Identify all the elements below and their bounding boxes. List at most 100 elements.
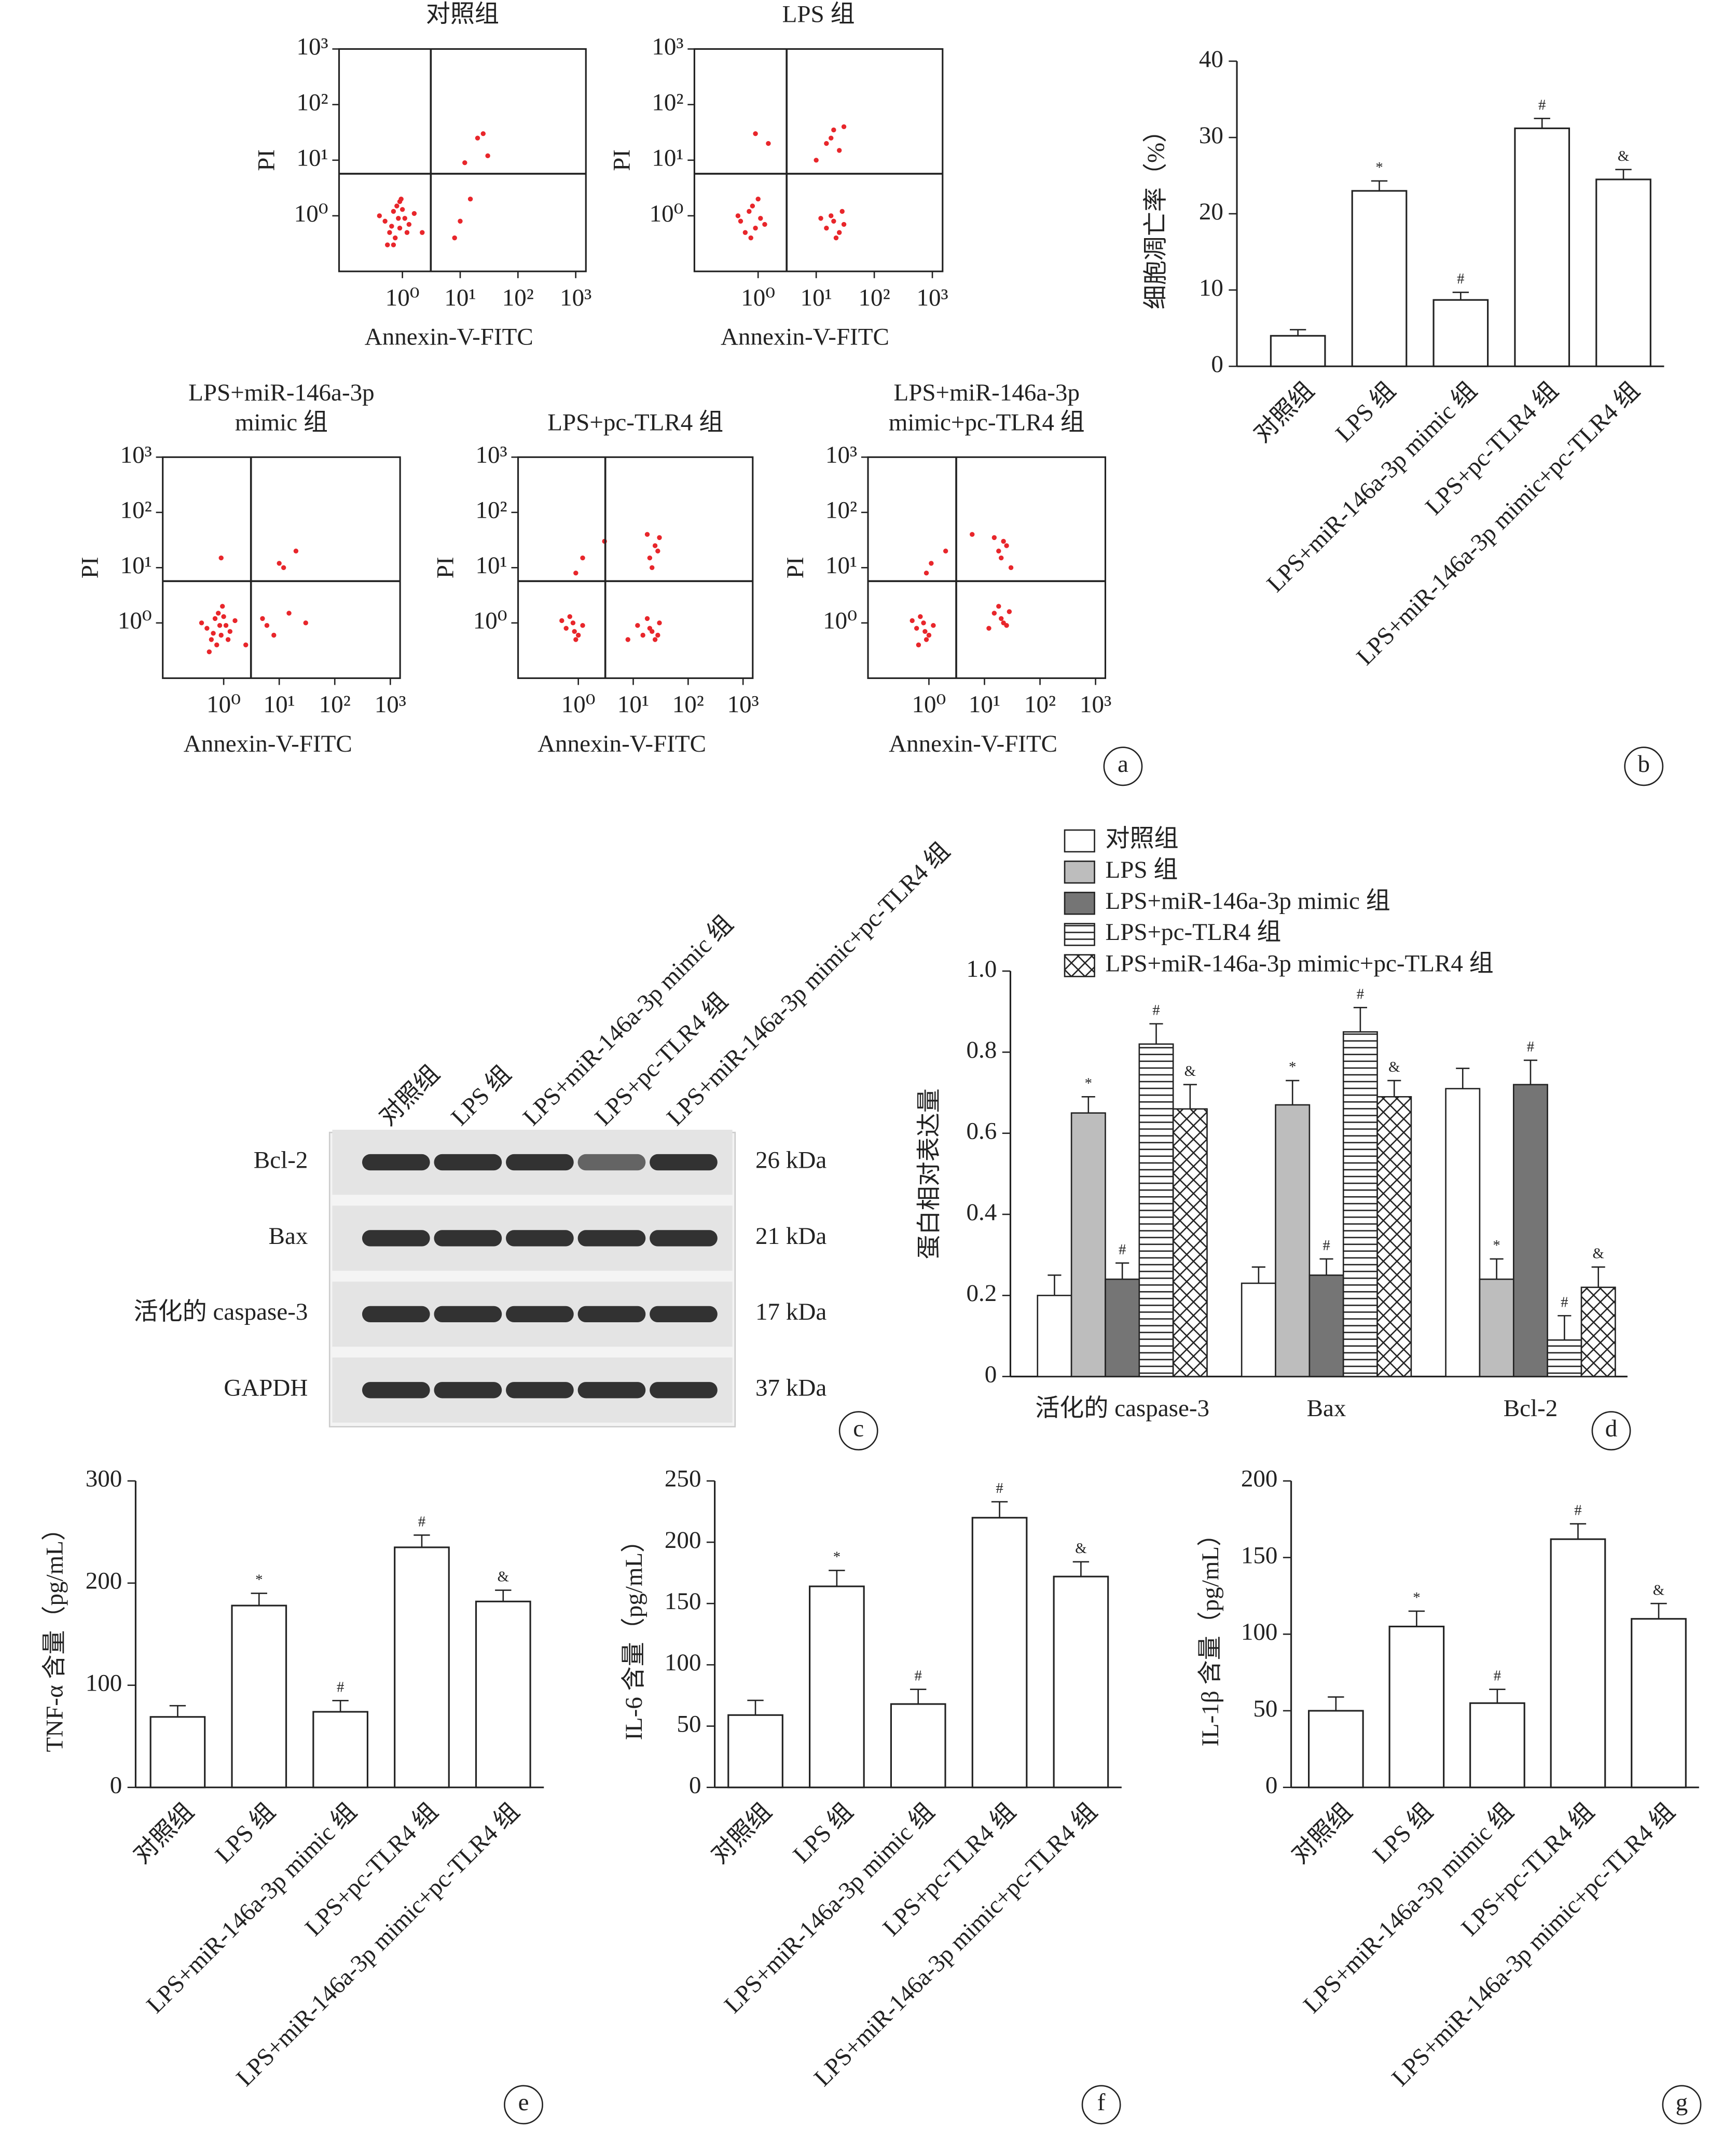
panel-letter: e xyxy=(518,2089,529,2116)
event-dot xyxy=(293,548,299,553)
event-dot xyxy=(411,211,417,216)
panel-letter: g xyxy=(1676,2089,1688,2116)
y-tick-label: 10⁰ xyxy=(294,200,328,227)
plot-frame xyxy=(867,456,1107,679)
band xyxy=(506,1306,574,1323)
event-dot xyxy=(635,623,640,628)
band xyxy=(650,1230,718,1247)
y-tick-label: 0.6 xyxy=(967,1117,997,1144)
event-dot xyxy=(943,548,948,553)
band xyxy=(434,1306,502,1323)
event-dot xyxy=(650,565,655,571)
row-label: Bcl-2 xyxy=(254,1146,308,1173)
event-dot xyxy=(221,614,226,619)
bar xyxy=(1432,299,1489,367)
y-tick-label: 10⁰ xyxy=(118,607,152,634)
x-tick-label: LPS 组 xyxy=(1330,377,1401,448)
event-dot xyxy=(570,620,576,626)
y-tick-label: 100 xyxy=(665,1649,701,1676)
event-dot xyxy=(929,561,934,566)
legend-label: 对照组 xyxy=(1105,825,1178,852)
plot-frame xyxy=(338,48,587,272)
event-dot xyxy=(829,213,834,218)
event-dot xyxy=(420,230,425,235)
y-tick-label: 10¹ xyxy=(120,552,152,579)
significance-mark: * xyxy=(1085,1075,1092,1091)
x-tick-label: 10² xyxy=(859,284,890,311)
event-dot xyxy=(232,618,238,624)
y-tick-label: 10¹ xyxy=(825,552,857,579)
y-tick-label: 10 xyxy=(1199,274,1223,301)
event-dot xyxy=(657,620,662,626)
event-dot xyxy=(916,642,921,647)
event-dot xyxy=(991,535,997,541)
event-dot xyxy=(563,626,569,631)
event-dot xyxy=(742,230,748,235)
band xyxy=(434,1230,502,1247)
x-tick-label: 10² xyxy=(672,691,704,718)
event-dot xyxy=(910,618,915,624)
band xyxy=(650,1382,718,1399)
legend-swatch xyxy=(1064,954,1095,977)
panel-badge xyxy=(1081,2085,1121,2125)
event-dot xyxy=(406,221,412,227)
event-dot xyxy=(986,626,991,631)
event-dot xyxy=(831,127,836,133)
y-tick-label: 40 xyxy=(1199,46,1223,73)
significance-mark: # xyxy=(996,1480,1003,1497)
significance-mark: # xyxy=(1538,96,1546,113)
event-dot xyxy=(753,131,758,136)
event-dot xyxy=(391,209,396,214)
x-tick-label: 活化的 caspase-3 xyxy=(1035,1395,1209,1422)
y-tick-label: 10³ xyxy=(825,441,857,468)
x-tick-label: LPS 组 xyxy=(210,1798,281,1868)
legend-label: LPS+miR-146a-3p mimic 组 xyxy=(1105,888,1390,915)
y-axis-label: TNF-α 含量（pg/mL） xyxy=(42,1516,68,1752)
bar xyxy=(1308,1274,1344,1377)
event-dot xyxy=(559,618,564,624)
event-dot xyxy=(206,649,212,655)
x-tick-label: 对照组 xyxy=(128,1798,199,1869)
bar xyxy=(809,1585,865,1789)
significance-mark: # xyxy=(1119,1241,1126,1258)
plot-title: LPS+miR-146a-3p xyxy=(188,379,374,406)
event-dot xyxy=(567,614,572,619)
event-dot xyxy=(970,532,975,537)
event-dot xyxy=(1001,620,1006,626)
y-tick-label: 0 xyxy=(985,1361,997,1388)
event-dot xyxy=(921,620,926,626)
event-dot xyxy=(220,604,225,609)
x-tick-label: 10⁰ xyxy=(912,691,946,718)
event-dot xyxy=(271,632,277,638)
significance-mark: & xyxy=(1184,1063,1196,1079)
event-dot xyxy=(839,209,845,214)
y-tick-label: 10² xyxy=(476,497,507,524)
bar xyxy=(1631,1618,1687,1789)
bar xyxy=(727,1714,783,1789)
event-dot xyxy=(996,548,1001,553)
y-axis-label: IL-1β 含量（pg/mL） xyxy=(1197,1522,1224,1747)
bar xyxy=(1138,1043,1174,1377)
significance-mark: # xyxy=(1152,1002,1160,1019)
y-axis-label: IL-6 含量（pg/mL） xyxy=(621,1528,647,1740)
event-dot xyxy=(818,216,823,221)
x-tick-label: 10⁰ xyxy=(741,284,775,311)
x-tick-label: Bax xyxy=(1307,1395,1346,1422)
event-dot xyxy=(766,141,771,146)
event-dot xyxy=(458,218,463,224)
x-tick-label: 10¹ xyxy=(264,691,295,718)
y-axis-label: 蛋白相对表达量 xyxy=(916,1088,943,1259)
row-label: GAPDH xyxy=(224,1375,308,1402)
event-dot xyxy=(216,611,221,616)
band xyxy=(506,1154,574,1171)
event-dot xyxy=(397,199,403,204)
band xyxy=(506,1230,574,1247)
panel-letter: b xyxy=(1637,751,1650,778)
lane-label: LPS+miR-146a-3p mimic+pc-TLR4 组 xyxy=(662,837,955,1131)
plot-frame xyxy=(517,456,754,679)
event-dot xyxy=(218,632,224,638)
event-dot xyxy=(281,565,286,571)
x-tick-label: 对照组 xyxy=(1287,1798,1358,1869)
bar xyxy=(312,1711,368,1789)
y-tick-label: 0 xyxy=(1265,1771,1278,1798)
